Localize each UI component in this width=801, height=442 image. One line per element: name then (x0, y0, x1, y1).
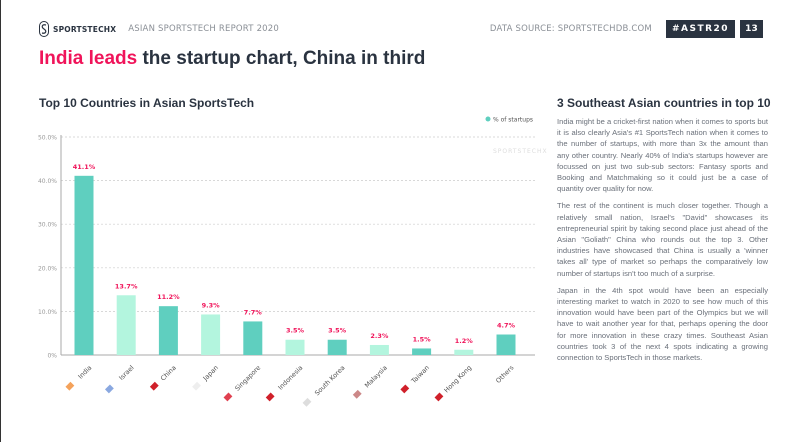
bar-indonesia (285, 339, 305, 355)
x-tick: South Korea (302, 364, 347, 407)
data-label: 2.3% (370, 332, 389, 340)
legend-swatch (485, 116, 491, 122)
flag-icon (434, 392, 444, 402)
bar-malaysia (369, 344, 389, 355)
data-label: 9.3% (202, 301, 221, 309)
x-tick: Malaysia (352, 364, 389, 399)
x-tick: Hong Kong (434, 364, 474, 402)
y-tick-label: 10.0% (38, 309, 57, 316)
bar-taiwan (412, 348, 432, 355)
x-tick-label: Singapore (233, 364, 262, 393)
x-tick-label: India (76, 364, 93, 381)
paragraph: Japan in the 4th spot would have been an… (557, 285, 768, 363)
bar-israel (116, 295, 136, 355)
y-tick-label: 20.0% (38, 265, 57, 272)
bar-india (74, 175, 94, 355)
x-tick-label: China (159, 364, 178, 383)
bar-others (496, 334, 516, 355)
page-title: India leads the startup chart, China in … (39, 48, 425, 70)
flag-icon (302, 397, 312, 407)
bar-china (158, 306, 178, 355)
data-label: 13.7% (115, 282, 138, 290)
y-tick-label: 30.0% (38, 222, 57, 229)
brand-logo: SPORTSTECHX (39, 21, 116, 37)
x-tick: Others (494, 363, 516, 385)
sportstechx-logo-icon (39, 21, 49, 37)
flag-icon (192, 381, 201, 391)
x-tick-label: Malaysia (363, 364, 389, 390)
x-tick-label: Others (494, 363, 516, 385)
title-highlight: India leads (39, 48, 138, 69)
x-tick-label: Hong Kong (443, 364, 474, 395)
bar-south-korea (327, 339, 347, 355)
y-tick-label: 40.0% (38, 178, 57, 185)
data-label: 3.5% (286, 327, 305, 335)
data-source: DATA SOURCE: SPORTSTECHDB.COM (489, 24, 652, 34)
data-label: 7.7% (244, 308, 263, 316)
x-tick-label: Taiwan (409, 364, 431, 386)
x-tick-label: South Korea (313, 364, 347, 398)
side-title: 3 Southeast Asian countries in top 10 (557, 96, 771, 110)
x-tick-label: Israel (117, 364, 135, 382)
watermark: SPORTSTECHX (493, 148, 548, 155)
x-tick-label: Indonesia (277, 364, 305, 392)
data-label: 3.5% (328, 327, 347, 335)
data-label: 1.5% (413, 335, 432, 343)
data-label: 11.2% (157, 293, 180, 301)
data-label: 41.1% (73, 163, 96, 171)
paragraph: The rest of the continent is much closer… (557, 201, 768, 278)
side-body: India might be a cricket-first nation wh… (557, 116, 768, 369)
x-tick: Singapore (223, 364, 262, 402)
hashtag-badge: #ASTR20 (665, 20, 736, 38)
flag-icon (104, 384, 114, 394)
x-tick: Japan (192, 364, 220, 391)
legend-label: % of startups (493, 117, 533, 124)
brand-name: SPORTSTECHX (53, 24, 117, 34)
bar-singapore (243, 321, 263, 355)
paragraph: India might be a cricket-first nation wh… (557, 117, 768, 194)
flag-icon (352, 389, 362, 399)
flag-icon (223, 392, 233, 402)
flag-icon (149, 381, 159, 391)
x-tick: India (65, 364, 93, 391)
title-rest: the startup chart, China in third (137, 48, 426, 69)
flag-icon (265, 392, 275, 402)
x-tick: China (149, 364, 178, 391)
chart-title: Top 10 Countries in Asian SportsTech (39, 96, 255, 110)
page-number: 13 (740, 20, 763, 38)
y-tick-label: 50.0% (38, 135, 57, 142)
y-tick-label: 0% (47, 353, 57, 360)
x-tick: Indonesia (265, 364, 305, 402)
flag-icon (65, 381, 75, 391)
x-tick-label: Japan (201, 364, 220, 383)
flag-icon (400, 384, 410, 394)
bar-hong-kong (454, 349, 474, 355)
x-tick: Taiwan (400, 364, 431, 394)
bar-japan (201, 314, 221, 355)
page-header: SPORTSTECHX ASIAN SPORTSTECH REPORT 2020… (39, 18, 763, 40)
report-title: ASIAN SPORTSTECH REPORT 2020 (128, 24, 280, 34)
data-label: 4.7% (497, 322, 516, 330)
x-tick: Israel (104, 364, 136, 394)
data-label: 1.2% (455, 337, 474, 345)
